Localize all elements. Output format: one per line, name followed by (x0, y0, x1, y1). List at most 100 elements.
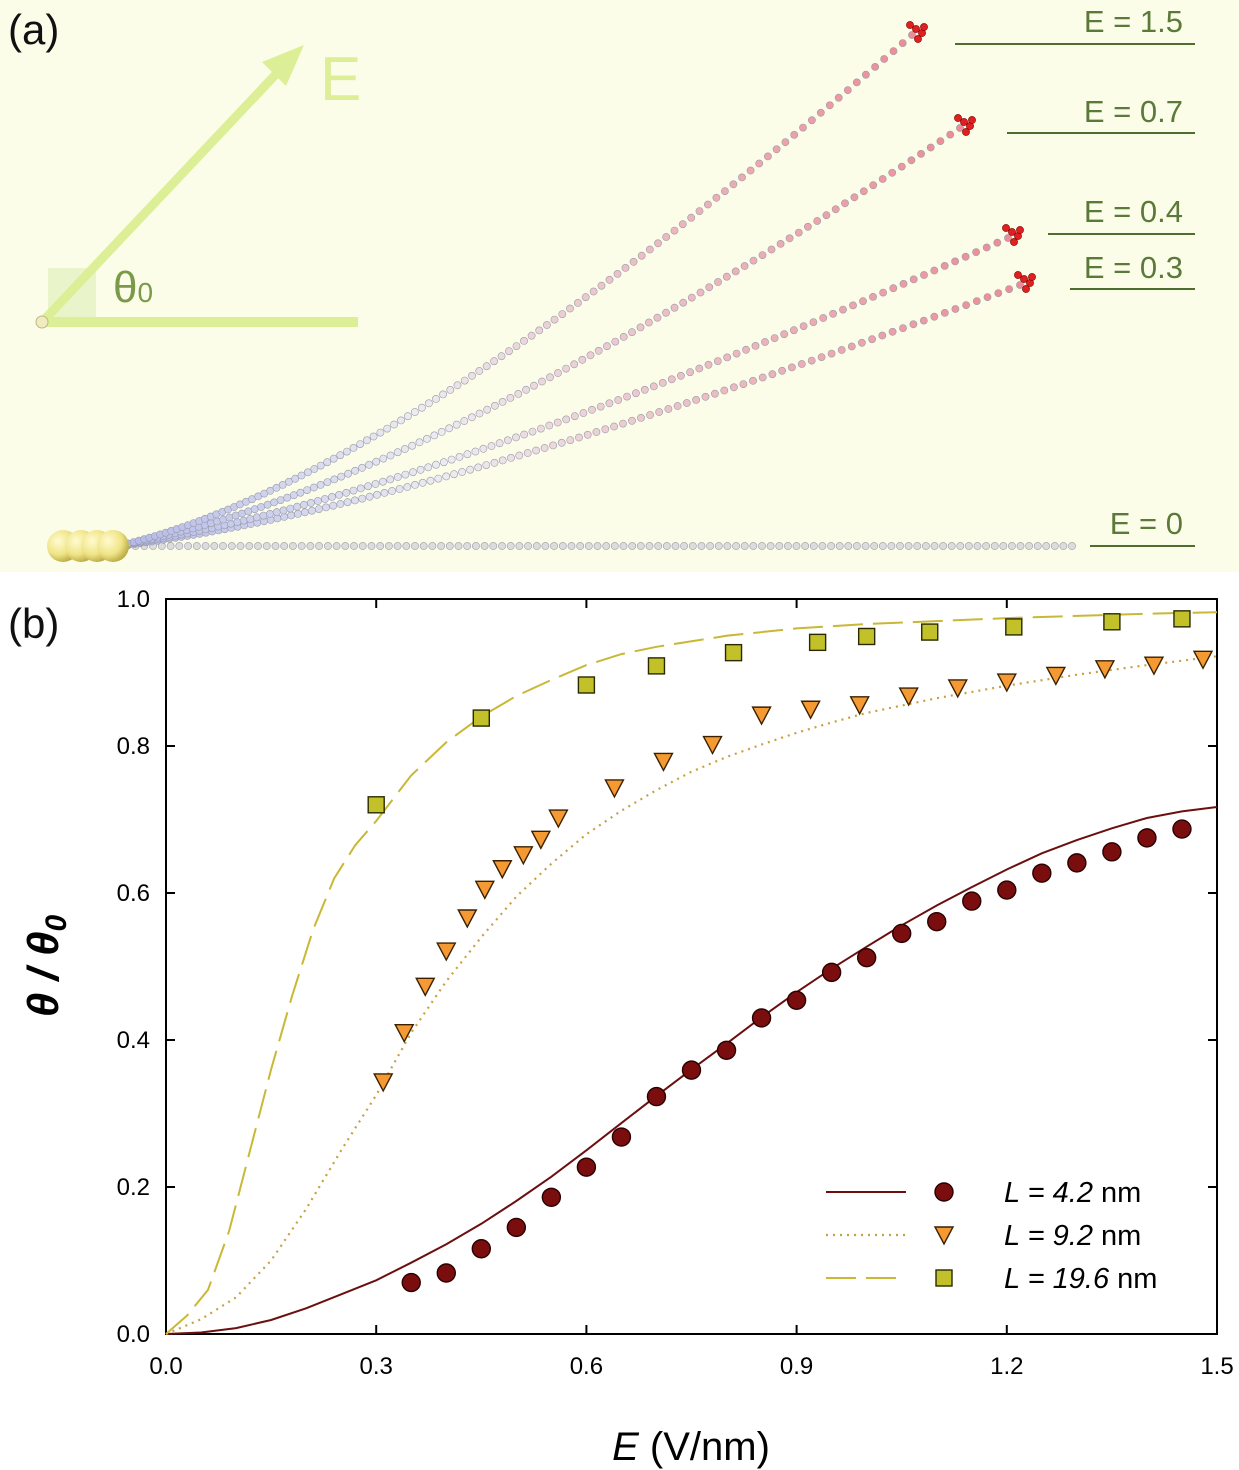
chain-bead (972, 297, 981, 305)
chain-bead (794, 228, 803, 237)
chain-bead (342, 447, 351, 456)
chain-bead (784, 542, 792, 550)
tip-group (1014, 271, 1036, 293)
chain-bead (695, 364, 704, 373)
chain-bead (740, 542, 749, 550)
chain-bead (586, 351, 595, 360)
chain-bead (909, 320, 918, 329)
chain-bead (316, 461, 325, 470)
tip-atom (914, 35, 922, 43)
chain-bead (343, 498, 352, 507)
chain-bead (837, 346, 846, 354)
data-point-square (857, 627, 876, 646)
chain-bead (766, 542, 775, 550)
tip-atom (1002, 224, 1010, 232)
data-point-square (1103, 613, 1121, 631)
chain-bead (371, 480, 380, 488)
chain-bead (926, 143, 935, 152)
chain-bead (592, 428, 601, 436)
chain-bead (972, 248, 980, 256)
chain-bead (487, 442, 496, 450)
chain-bead (306, 498, 315, 507)
chain-bead (629, 257, 638, 266)
chain-bead (712, 193, 721, 202)
tip-atom (1022, 285, 1030, 293)
chain-bead (439, 390, 447, 399)
chain-bead (287, 511, 295, 520)
chain-bead (909, 275, 918, 284)
chain-bead (446, 385, 455, 394)
chain-bead (632, 389, 640, 398)
chain-bead (411, 480, 419, 489)
chain-bead (755, 159, 764, 168)
data-point-triangle-down (849, 696, 870, 716)
chain-bead (888, 168, 897, 177)
tip-atom (1008, 228, 1016, 236)
chain-bead (376, 428, 385, 437)
chain-bead (636, 323, 645, 332)
chain-bead (393, 473, 402, 481)
chain-bead (535, 326, 544, 335)
chain-bead (210, 542, 219, 550)
chain-bead (940, 261, 949, 270)
chain-bead (236, 542, 245, 550)
chain-bead (742, 345, 750, 354)
chain-bead (917, 149, 925, 158)
chain-bead (297, 542, 306, 550)
chain-bead (1042, 542, 1051, 550)
chain-bead (527, 331, 536, 340)
chain-bead (619, 542, 628, 550)
chain-bead (300, 508, 309, 517)
chain-bead (252, 513, 261, 522)
data-point-circle (962, 891, 982, 911)
panel-a-background (0, 0, 1239, 572)
chain-bead (581, 293, 590, 302)
chain-bead (887, 542, 896, 550)
chain-bead (646, 411, 654, 419)
chain-bead (276, 496, 285, 504)
chain-bead (879, 288, 887, 297)
data-point-circle (997, 880, 1017, 900)
field-arrow-shaft (40, 68, 282, 324)
chain-bead (257, 503, 265, 511)
legend-marker (934, 1182, 954, 1202)
chain-bead (219, 542, 227, 550)
data-point-triangle-down (898, 687, 919, 707)
field-arrow-label: E (320, 45, 361, 114)
panel-a-label: (a) (8, 6, 59, 53)
chain-bead (286, 504, 295, 513)
data-point-triangle-down (457, 909, 478, 929)
chain-bead (468, 371, 476, 380)
chain-bead (907, 156, 916, 165)
chain-bead (358, 463, 366, 472)
chain-bead (601, 425, 610, 434)
tip-atom (920, 23, 928, 31)
chain-bead (313, 497, 322, 505)
chain-bead (356, 440, 365, 448)
chain-bead (956, 124, 964, 132)
chain-bead (201, 542, 210, 550)
chain-bead (982, 542, 990, 550)
chain-bead (688, 542, 697, 550)
chain-bead (395, 485, 404, 493)
data-point-square (808, 633, 827, 652)
chain-bead (512, 342, 521, 350)
chain-bead (939, 542, 947, 550)
chain-bead (439, 458, 448, 467)
data-point-triangle-down (947, 679, 968, 699)
chain-bead (898, 39, 907, 47)
chain-bead (475, 367, 484, 375)
chain-e-1-5 (114, 21, 928, 550)
chain-bead (336, 500, 345, 508)
chain-bead (554, 369, 562, 377)
chain-bead (567, 542, 576, 550)
chain-bead (899, 324, 907, 332)
chain-bead (896, 542, 904, 550)
chain-bead (483, 405, 492, 414)
data-point-circle (856, 947, 877, 968)
chain-bead (314, 505, 323, 513)
chain-bead (335, 490, 343, 499)
chain-bead (637, 251, 646, 260)
chain-bead (393, 542, 402, 550)
chain-bead (576, 542, 585, 550)
